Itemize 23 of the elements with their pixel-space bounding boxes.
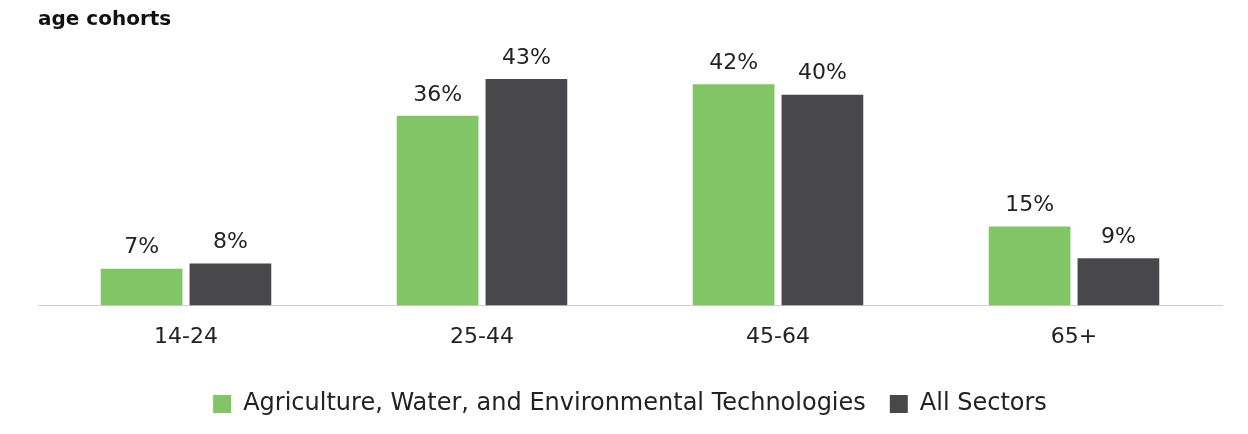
- bar: [100, 268, 183, 306]
- data-label: 9%: [1100, 222, 1136, 248]
- data-label: 36%: [413, 80, 463, 106]
- bar: [988, 226, 1071, 306]
- bar: [396, 115, 479, 306]
- x-tick-label: 65+: [1050, 322, 1098, 348]
- legend-label: All Sectors: [919, 388, 1047, 417]
- data-label: 8%: [212, 228, 248, 254]
- data-label: 40%: [797, 59, 847, 85]
- legend-label: Agriculture, Water, and Environmental Technologies: [243, 388, 866, 417]
- data-label: 43%: [501, 43, 551, 69]
- bar: [781, 94, 864, 306]
- bar: [189, 263, 272, 306]
- data-label: 42%: [709, 48, 759, 74]
- bar: [485, 78, 568, 306]
- bar: [1077, 258, 1160, 306]
- bar: [692, 84, 775, 306]
- data-label: 7%: [124, 233, 160, 259]
- x-tick-label: 14-24: [154, 322, 218, 348]
- x-tick-label: 25-44: [450, 322, 514, 348]
- data-label: 15%: [1005, 191, 1055, 217]
- chart-title: age cohorts: [38, 6, 172, 31]
- x-tick-label: 45-64: [746, 322, 810, 348]
